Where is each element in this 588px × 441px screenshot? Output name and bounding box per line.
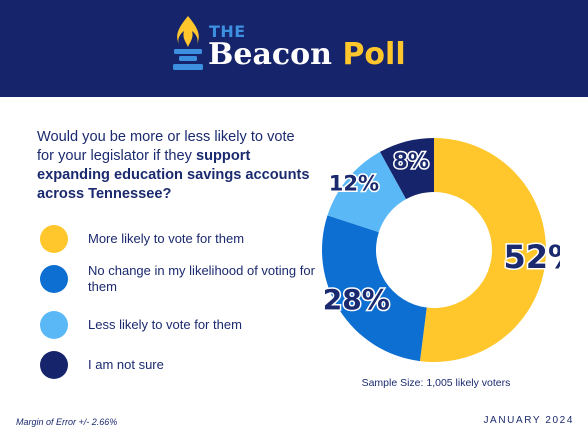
legend-swatch [40, 225, 68, 253]
legend-label: More likely to vote for them [88, 231, 245, 246]
slice-data-label: 52% [503, 238, 560, 276]
donut-chart: 52% 28% 12% 8% [300, 120, 582, 375]
sample-size: Sample Size: 1,005 likely voters [361, 377, 511, 389]
brand-beacon: Beacon [208, 37, 332, 72]
legend-label: No change in my likelihood of voting for… [88, 263, 315, 294]
slice-data-label: 12% [329, 172, 379, 196]
poll-date: JANUARY 2024 [483, 415, 574, 426]
margin-of-error: Margin of Error +/- 2.66% [16, 417, 118, 427]
donut-slice [419, 138, 546, 362]
brand-the: THE [209, 22, 246, 41]
legend-swatch [40, 265, 68, 293]
donut-chart-svg: 52% 28% 12% 8% [321, 138, 582, 362]
legend-label: Less likely to vote for them [88, 317, 242, 332]
torch-icon [173, 16, 203, 70]
question-prefix: Would you be more or less likely to vote… [37, 129, 295, 164]
brand-poll: Poll [342, 37, 406, 72]
header-banner: THE Beacon Poll [0, 0, 588, 97]
donut-slice [321, 215, 427, 362]
donut-slice [380, 138, 434, 200]
legend-label: I am not sure [88, 357, 164, 372]
donut-slice [327, 151, 407, 233]
survey-question: Would you be more or less likely to vote… [37, 128, 312, 204]
slice-data-label: 28% [323, 283, 390, 316]
question-bold: support expanding education savings acco… [37, 148, 310, 202]
legend-swatch [40, 311, 68, 339]
brand-title: Beacon Poll [208, 40, 406, 70]
slice-data-label: 8% [393, 149, 429, 173]
legend-swatch [40, 351, 68, 379]
